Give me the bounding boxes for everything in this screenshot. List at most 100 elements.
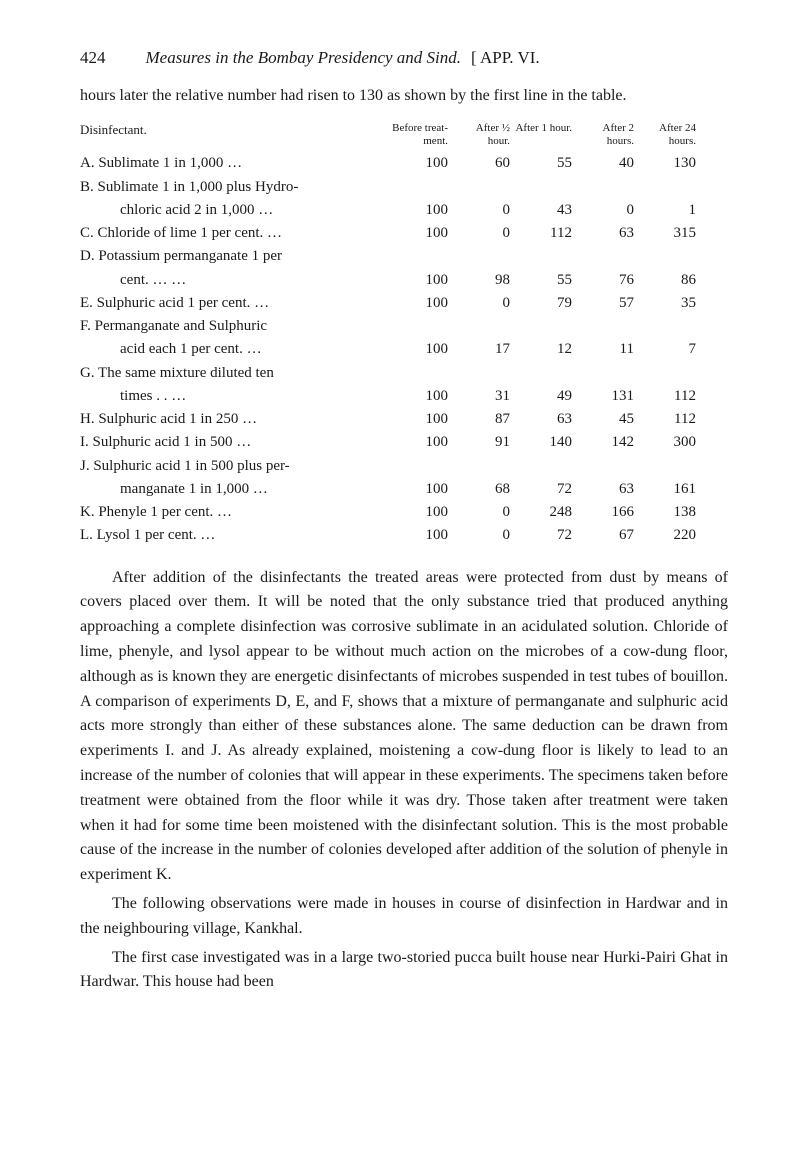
- header-col-2: After 1 hour.: [514, 122, 576, 148]
- row-value: 315: [638, 222, 700, 245]
- table-row: B. Sublimate 1 in 1,000 plus Hydro-: [80, 176, 728, 199]
- table-header-row: Disinfectant. Before treat- ment. After …: [80, 122, 728, 148]
- intro-text: hours later the relative number had rise…: [80, 84, 728, 108]
- row-value: 0: [452, 292, 514, 315]
- row-value: 79: [514, 292, 576, 315]
- row-value: 45: [576, 408, 638, 431]
- row-label: D. Potassium permanganate 1 per: [80, 245, 390, 268]
- row-label: J. Sulphuric acid 1 in 500 plus per-: [80, 455, 390, 478]
- running-title: Measures in the Bombay Presidency and Si…: [146, 48, 462, 68]
- row-label: B. Sublimate 1 in 1,000 plus Hydro-: [80, 176, 390, 199]
- row-value: 100: [390, 269, 452, 292]
- row-value: 100: [390, 524, 452, 547]
- running-app: [ APP. VI.: [471, 48, 540, 68]
- row-value: 248: [514, 501, 576, 524]
- table-row: A. Sublimate 1 in 1,000 …100605540130: [80, 152, 728, 175]
- table-row: L. Lysol 1 per cent. …10007267220: [80, 524, 728, 547]
- row-value: 1: [638, 199, 700, 222]
- row-value: 72: [514, 524, 576, 547]
- row-value: 100: [390, 338, 452, 361]
- row-value: 100: [390, 199, 452, 222]
- paragraph-2: The following observations were made in …: [80, 892, 728, 942]
- data-table: Disinfectant. Before treat- ment. After …: [80, 122, 728, 548]
- row-value: 67: [576, 524, 638, 547]
- table-row: C. Chloride of lime 1 per cent. …1000112…: [80, 222, 728, 245]
- row-value: 68: [452, 478, 514, 501]
- row-value: 12: [514, 338, 576, 361]
- row-value: 91: [452, 431, 514, 454]
- row-value: 112: [638, 408, 700, 431]
- row-value: 98: [452, 269, 514, 292]
- row-value: 220: [638, 524, 700, 547]
- paragraph-3: The first case investigated was in a lar…: [80, 946, 728, 996]
- row-value: 0: [452, 222, 514, 245]
- row-value: 100: [390, 222, 452, 245]
- table-row: H. Sulphuric acid 1 in 250 …100876345112: [80, 408, 728, 431]
- row-label: H. Sulphuric acid 1 in 250 …: [80, 408, 390, 431]
- row-value: 63: [576, 478, 638, 501]
- row-value: 100: [390, 431, 452, 454]
- row-value: 100: [390, 501, 452, 524]
- row-label: L. Lysol 1 per cent. …: [80, 524, 390, 547]
- page-number: 424: [80, 48, 106, 68]
- row-value: 130: [638, 152, 700, 175]
- header-col-1: After ½ hour.: [452, 122, 514, 148]
- row-label: C. Chloride of lime 1 per cent. …: [80, 222, 390, 245]
- row-value: 31: [452, 385, 514, 408]
- header-col-4: After 24 hours.: [638, 122, 700, 148]
- row-value: 55: [514, 152, 576, 175]
- row-value: 86: [638, 269, 700, 292]
- row-value: 35: [638, 292, 700, 315]
- row-value: 43: [514, 199, 576, 222]
- row-value: 72: [514, 478, 576, 501]
- table-row: chloric acid 2 in 1,000 …10004301: [80, 199, 728, 222]
- row-value: 87: [452, 408, 514, 431]
- row-value: 63: [576, 222, 638, 245]
- running-header: 424 Measures in the Bombay Presidency an…: [80, 48, 728, 68]
- row-label: cent. … …: [80, 269, 390, 292]
- table-row: I. Sulphuric acid 1 in 500 …100911401423…: [80, 431, 728, 454]
- row-label: chloric acid 2 in 1,000 …: [80, 199, 390, 222]
- header-col-3: After 2 hours.: [576, 122, 638, 148]
- row-value: 0: [452, 199, 514, 222]
- table-row: cent. … …10098557686: [80, 269, 728, 292]
- header-col-0: Before treat- ment.: [390, 122, 452, 148]
- row-label: K. Phenyle 1 per cent. …: [80, 501, 390, 524]
- row-label: manganate 1 in 1,000 …: [80, 478, 390, 501]
- row-value: 40: [576, 152, 638, 175]
- row-value: 100: [390, 478, 452, 501]
- table-row: F. Permanganate and Sulphuric: [80, 315, 728, 338]
- row-value: 55: [514, 269, 576, 292]
- row-label: times . . …: [80, 385, 390, 408]
- header-disinfectant: Disinfectant.: [80, 122, 390, 148]
- table-row: K. Phenyle 1 per cent. …1000248166138: [80, 501, 728, 524]
- table-row: times . . …1003149131112: [80, 385, 728, 408]
- row-value: 112: [514, 222, 576, 245]
- row-value: 100: [390, 152, 452, 175]
- row-value: 161: [638, 478, 700, 501]
- row-value: 7: [638, 338, 700, 361]
- row-value: 112: [638, 385, 700, 408]
- row-label: E. Sulphuric acid 1 per cent. …: [80, 292, 390, 315]
- row-value: 57: [576, 292, 638, 315]
- row-value: 76: [576, 269, 638, 292]
- row-value: 60: [452, 152, 514, 175]
- table-row: D. Potassium permanganate 1 per: [80, 245, 728, 268]
- row-value: 11: [576, 338, 638, 361]
- table-row: E. Sulphuric acid 1 per cent. …100079573…: [80, 292, 728, 315]
- row-value: 0: [452, 501, 514, 524]
- table-row: acid each 1 per cent. …1001712117: [80, 338, 728, 361]
- row-value: 300: [638, 431, 700, 454]
- row-label: G. The same mixture diluted ten: [80, 362, 390, 385]
- row-value: 49: [514, 385, 576, 408]
- row-label: acid each 1 per cent. …: [80, 338, 390, 361]
- row-value: 63: [514, 408, 576, 431]
- row-value: 140: [514, 431, 576, 454]
- table-row: J. Sulphuric acid 1 in 500 plus per-: [80, 455, 728, 478]
- row-value: 166: [576, 501, 638, 524]
- row-label: I. Sulphuric acid 1 in 500 …: [80, 431, 390, 454]
- table-row: manganate 1 in 1,000 …100687263161: [80, 478, 728, 501]
- row-value: 100: [390, 292, 452, 315]
- row-value: 138: [638, 501, 700, 524]
- row-label: A. Sublimate 1 in 1,000 …: [80, 152, 390, 175]
